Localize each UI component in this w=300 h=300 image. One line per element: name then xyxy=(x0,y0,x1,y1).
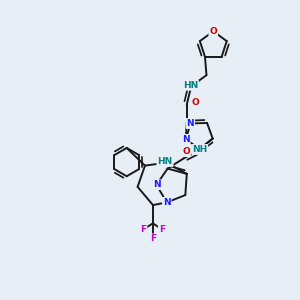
Text: O: O xyxy=(182,147,190,156)
Text: HN: HN xyxy=(158,157,172,166)
Text: O: O xyxy=(191,98,199,107)
Text: NH: NH xyxy=(192,145,207,154)
Text: N: N xyxy=(163,198,171,207)
Text: F: F xyxy=(150,234,156,243)
Text: O: O xyxy=(182,147,190,156)
Text: O: O xyxy=(209,27,217,36)
Text: O: O xyxy=(209,27,217,36)
Text: F: F xyxy=(140,225,147,234)
Text: N: N xyxy=(153,180,160,189)
Text: N: N xyxy=(153,180,160,189)
Text: N: N xyxy=(187,119,194,128)
Text: HN: HN xyxy=(183,81,198,90)
Text: N: N xyxy=(182,135,190,144)
Text: N: N xyxy=(163,198,171,207)
Text: N: N xyxy=(182,135,190,144)
Text: F: F xyxy=(159,225,165,234)
Text: HN: HN xyxy=(183,81,198,90)
Text: O: O xyxy=(191,98,199,107)
Text: N: N xyxy=(187,119,194,128)
Text: NH: NH xyxy=(192,145,207,154)
Text: HN: HN xyxy=(158,157,172,166)
